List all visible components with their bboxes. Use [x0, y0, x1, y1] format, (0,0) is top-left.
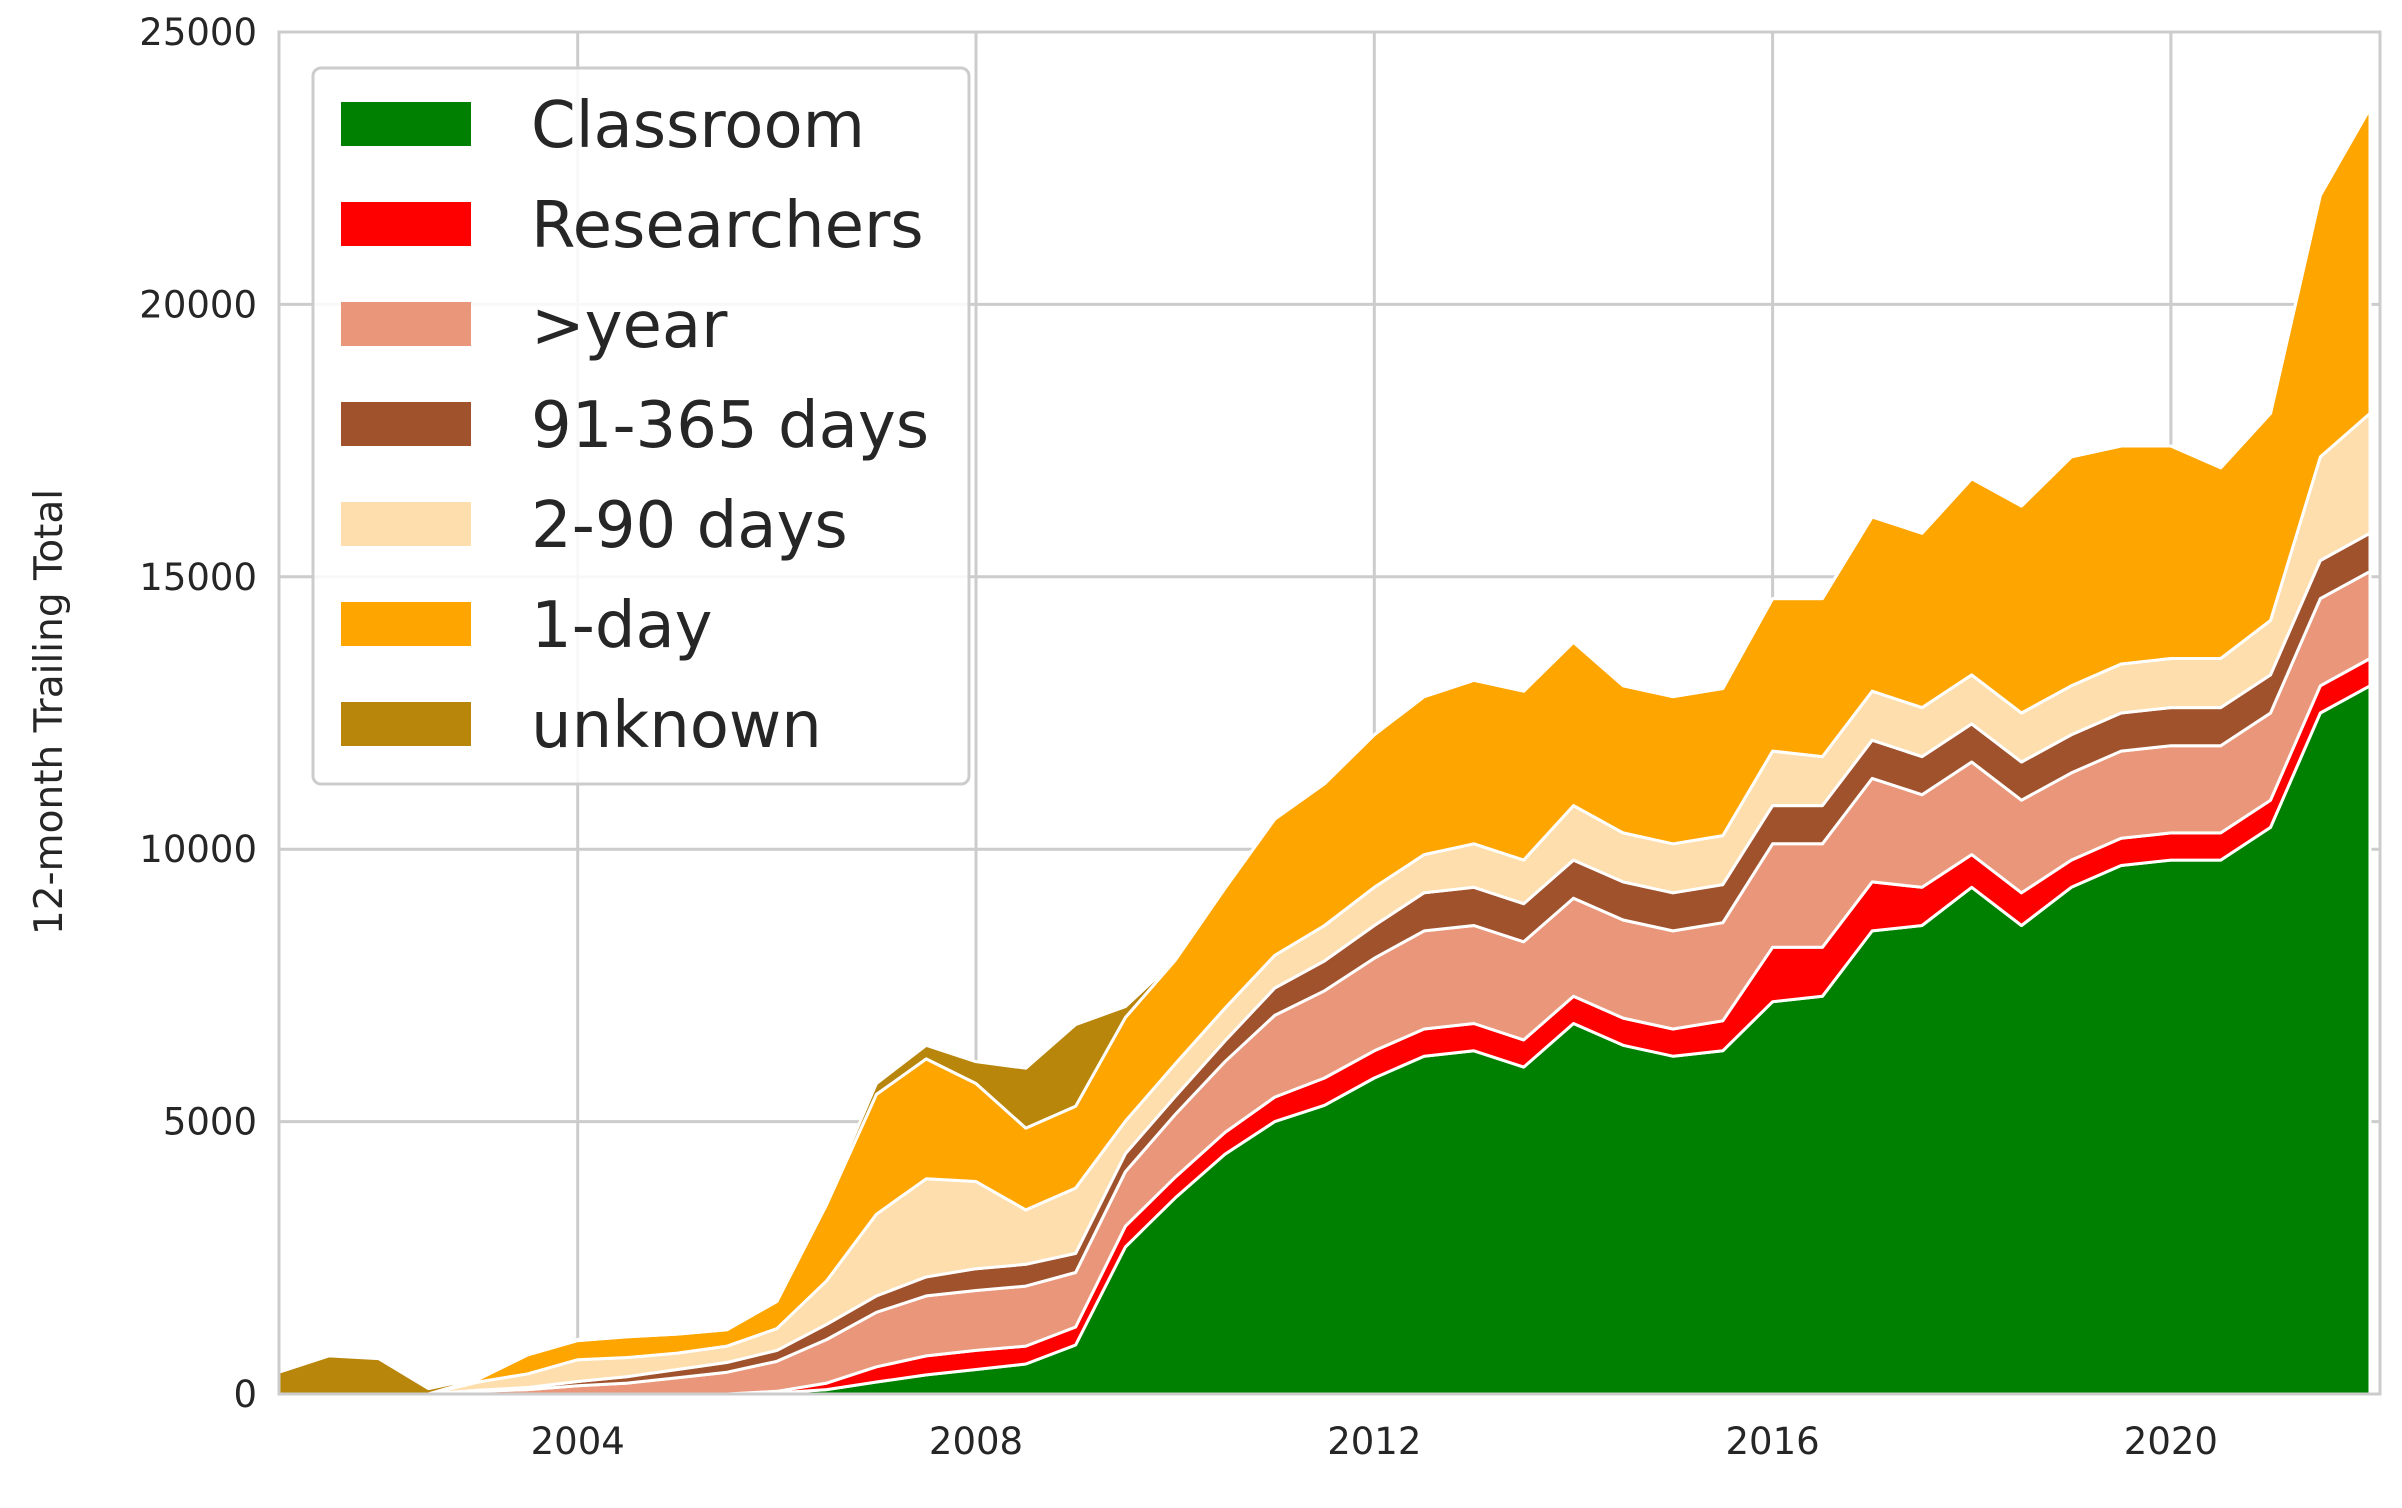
x-tick-label: 2016 — [1726, 1420, 1820, 1463]
x-tick-label: 2020 — [2124, 1420, 2218, 1463]
legend-label: Researchers — [531, 189, 924, 263]
legend-swatch — [341, 602, 471, 646]
legend-label: 91-365 days — [531, 389, 929, 463]
legend-label: unknown — [531, 689, 822, 763]
y-tick-label: 5000 — [163, 1101, 257, 1144]
legend-label: Classroom — [531, 89, 865, 163]
legend-label: 2-90 days — [531, 489, 848, 563]
y-tick-label: 20000 — [139, 283, 257, 326]
legend: Classroom Researchers >year 91-365 days 2-90… — [311, 66, 971, 786]
legend-swatch — [341, 402, 471, 446]
legend-label: 1-day — [531, 589, 713, 663]
y-tick-label: 15000 — [139, 556, 257, 599]
area-layer — [277, 106, 2372, 1396]
area-unknown — [277, 106, 2372, 1396]
axes-layer: 2004 2008 2012 2016 2020 0 5000 10000 15000 20000… — [139, 11, 2382, 1463]
y-tick-label: 0 — [233, 1373, 257, 1416]
y-axis-title: 12-month Trailing Total — [27, 489, 72, 935]
legend-swatch — [341, 102, 471, 146]
legend-swatch — [341, 502, 471, 546]
plot-frame — [277, 30, 2382, 1396]
y-tick-label: 25000 — [139, 11, 257, 54]
x-tick-label: 2008 — [929, 1420, 1023, 1463]
legend-swatch — [341, 702, 471, 746]
legend-swatch — [341, 202, 471, 246]
x-tick-label: 2004 — [531, 1420, 625, 1463]
x-tick-label: 2012 — [1327, 1420, 1421, 1463]
legend-box — [311, 66, 971, 786]
y-tick-label: 10000 — [139, 828, 257, 871]
legend-label: >year — [531, 289, 728, 363]
legend-swatch — [341, 302, 471, 346]
